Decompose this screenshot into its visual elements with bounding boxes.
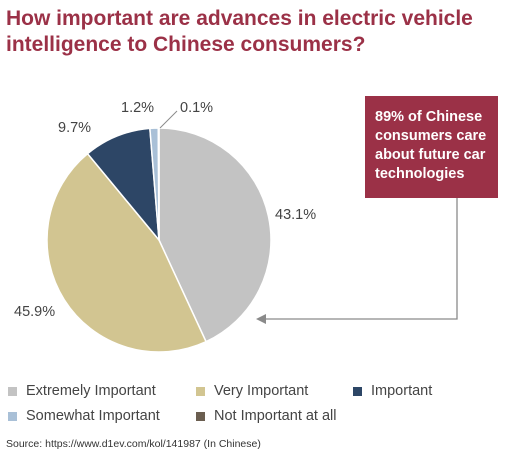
chart-title: How important are advances in electric v…	[6, 7, 473, 56]
legend-swatch	[353, 386, 362, 396]
data-label: 9.7%	[58, 120, 91, 136]
legend-swatch	[196, 386, 205, 396]
data-label: 0.1%	[180, 100, 213, 116]
legend-swatch	[196, 411, 205, 421]
legend-swatch	[8, 386, 17, 396]
legend-label: Extremely Important	[26, 383, 156, 399]
pie-slice-not-important-at-all	[157, 127, 160, 241]
source-note: Source: https://www.d1ev.com/kol/141987 …	[6, 438, 261, 450]
legend-item-extremely-important: Extremely Important	[8, 383, 156, 399]
legend-item-very-important: Very Important	[196, 383, 308, 399]
legend-item-important: Important	[353, 383, 432, 399]
pie-slice-very-important	[46, 152, 208, 353]
pie-slice-extremely-important	[158, 127, 272, 343]
data-label: 45.9%	[14, 304, 55, 320]
legend-swatch	[8, 411, 17, 421]
data-label: 43.1%	[275, 207, 316, 223]
data-label: 1.2%	[121, 100, 154, 116]
legend-item-somewhat-important: Somewhat Important	[8, 408, 160, 424]
legend-label: Important	[371, 383, 433, 399]
leader-line	[159, 110, 178, 129]
legend-item-not-important-at-all: Not Important at all	[196, 408, 337, 424]
legend-label: Very Important	[214, 383, 309, 399]
legend-label: Not Important at all	[214, 408, 337, 424]
annotation-box: 89% of Chinese consumers care about futu…	[365, 96, 498, 198]
callout-arrow	[256, 198, 458, 324]
legend-label: Somewhat Important	[26, 408, 160, 424]
